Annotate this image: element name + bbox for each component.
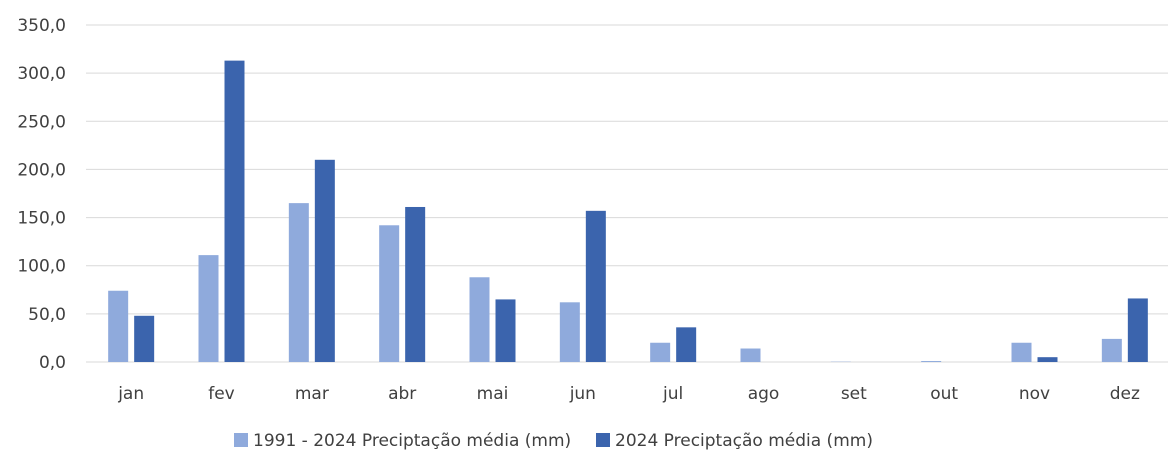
y-tick-label: 0,0 [39, 353, 66, 373]
bar-historical-jun [559, 302, 580, 362]
bar-historical-mar [288, 203, 309, 362]
bar-historical-nov [1011, 342, 1032, 362]
y-tick-label: 100,0 [17, 257, 66, 277]
x-category-label: abr [388, 384, 416, 404]
bar-current-nov [1037, 357, 1058, 362]
bar-current-jun [585, 210, 606, 362]
x-category-label: mar [295, 384, 329, 404]
bar-historical-fev [198, 255, 219, 362]
legend-label: 2024 Preciptação média (mm) [615, 431, 873, 451]
y-tick-label: 150,0 [17, 209, 66, 229]
x-axis-category-labels: jan fev mar abr mai jun jul ago set out nov dez [117, 384, 1140, 404]
bar-historical-jan [108, 290, 129, 362]
x-category-label: jan [117, 384, 144, 404]
bar-historical-out [921, 361, 942, 362]
legend-swatch [596, 433, 610, 447]
bar-current-fev [224, 60, 245, 363]
x-category-label: set [841, 384, 867, 404]
bar-current-abr [405, 206, 426, 362]
bar-current-mar [314, 159, 335, 362]
y-tick-label: 250,0 [17, 112, 66, 132]
y-tick-label: 200,0 [17, 160, 66, 180]
bar-historical-mai [469, 277, 490, 362]
legend: 1991 - 2024 Preciptação média (mm) 2024 P… [234, 431, 873, 451]
bar-current-mai [495, 299, 516, 362]
bar-historical-jul [650, 342, 671, 362]
y-axis-tick-labels: 0,0 50,0 100,0 150,0 200,0 250,0 300,0 350,0 [17, 16, 66, 373]
x-category-label: jun [569, 384, 596, 404]
y-tick-label: 50,0 [28, 305, 66, 325]
x-category-label: nov [1019, 384, 1050, 404]
bar-current-dez [1127, 298, 1148, 362]
bar-historical-dez [1101, 338, 1122, 362]
bar-current-jul [676, 327, 697, 362]
x-category-label: jul [662, 384, 683, 404]
x-category-label: dez [1110, 384, 1140, 404]
legend-label: 1991 - 2024 Preciptação média (mm) [253, 431, 571, 451]
x-category-label: ago [748, 384, 780, 404]
y-tick-label: 350,0 [17, 16, 66, 36]
x-category-label: out [930, 384, 958, 404]
x-category-label: mai [477, 384, 509, 404]
gridlines [86, 24, 1168, 363]
x-category-label: fev [208, 384, 235, 404]
bar-historical-abr [379, 225, 400, 362]
y-tick-label: 300,0 [17, 64, 66, 84]
bar-current-jan [134, 315, 155, 362]
bar-historical-ago [740, 348, 761, 362]
legend-swatch [234, 433, 248, 447]
bars [108, 60, 1148, 363]
